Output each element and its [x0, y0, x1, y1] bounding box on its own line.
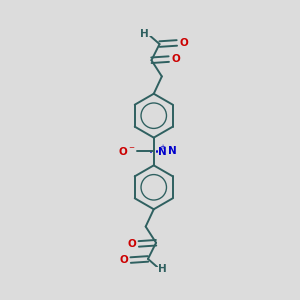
Text: H: H — [140, 29, 149, 39]
Text: O: O — [120, 255, 128, 265]
Text: N: N — [158, 147, 167, 157]
Text: O: O — [171, 54, 180, 64]
Text: H: H — [158, 264, 167, 274]
Text: $^+$N: $^+$N — [158, 144, 177, 158]
Text: O: O — [179, 38, 188, 48]
Text: O: O — [128, 239, 136, 249]
Text: O$^-$: O$^-$ — [118, 145, 135, 157]
